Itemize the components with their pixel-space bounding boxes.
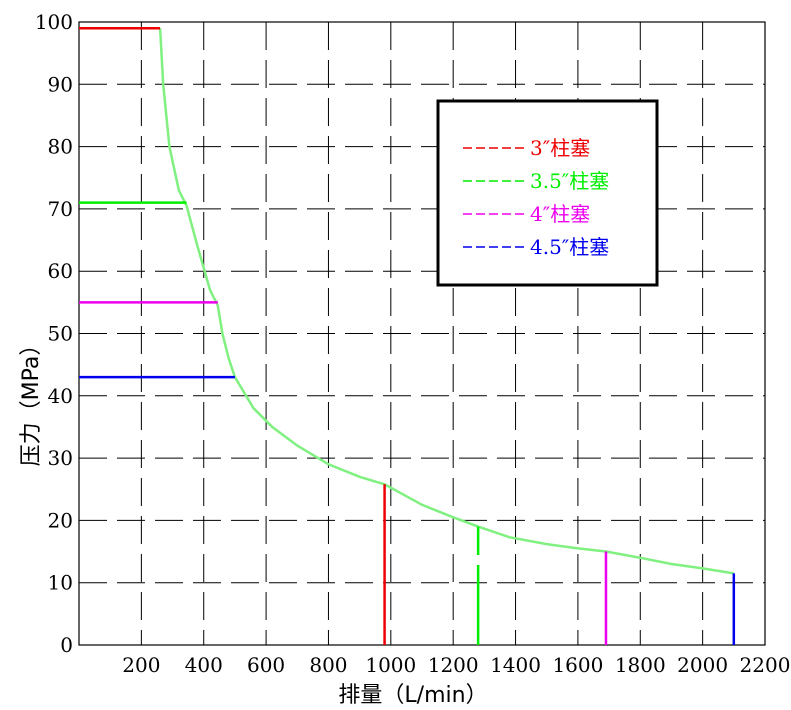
x-tick-label: 400 [185,653,223,677]
y-tick-label: 10 [48,571,73,595]
legend-label: 4″柱塞 [530,202,590,226]
x-tick-label: 1400 [490,653,541,677]
y-tick-label: 90 [48,72,73,96]
plot-frame [78,21,766,646]
pressure-flow-curve [158,28,734,575]
y-tick-label: 50 [48,322,73,346]
x-tick-label: 1200 [428,653,479,677]
y-tick-label: 100 [35,10,73,34]
y-tick-label: 30 [48,446,73,470]
x-tick-label: 1600 [552,653,603,677]
legend-label: 3″柱塞 [530,136,590,160]
chart-marks [79,26,736,645]
legend-label: 4.5″柱塞 [530,235,609,259]
y-tick-label: 0 [60,633,73,657]
y-tick-labels: 0 10 20 30 40 50 60 70 80 90 100 [35,10,73,657]
y-tick-label: 70 [48,197,73,221]
x-axis-title: 排量（L/min） [338,683,487,708]
legend: 3″柱塞 3.5″柱塞 4″柱塞 4.5″柱塞 [436,99,659,287]
y-tick-label: 40 [48,384,73,408]
x-tick-label: 2000 [677,653,728,677]
legend-box [436,99,659,287]
x-tick-label: 2200 [740,653,791,677]
x-tick-labels: 200 400 600 800 1000 1200 1400 1600 1800 2000 2200 [122,653,790,677]
x-tick-label: 1800 [615,653,666,677]
y-tick-label: 80 [48,135,73,159]
x-tick-label: 600 [247,653,285,677]
y-tick-label: 60 [48,259,73,283]
y-tick-label: 20 [48,508,73,532]
legend-items: 3″柱塞 3.5″柱塞 4″柱塞 4.5″柱塞 [463,136,609,259]
grid [79,22,765,645]
y-axis-title: 压力（MPa） [19,334,44,467]
x-tick-label: 200 [122,653,160,677]
x-tick-label: 1000 [365,653,416,677]
legend-label: 3.5″柱塞 [530,169,609,193]
x-tick-label: 800 [309,653,347,677]
